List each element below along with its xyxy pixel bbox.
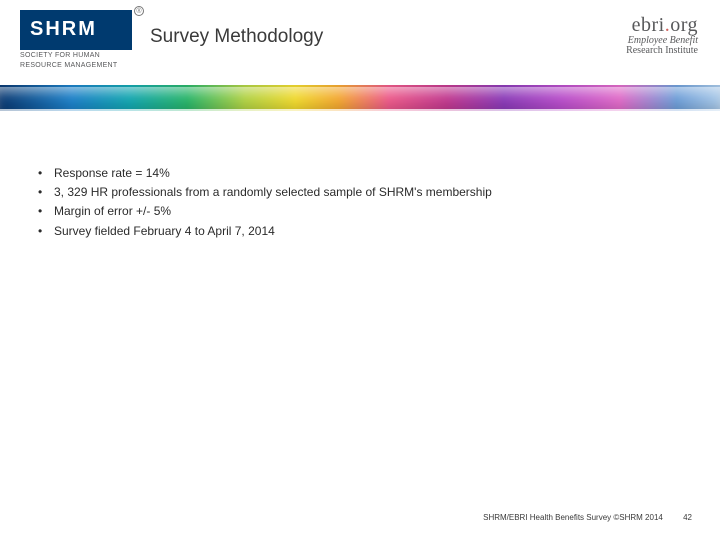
content: Response rate = 14% 3, 329 HR profession… <box>38 164 492 241</box>
bullet-list: Response rate = 14% 3, 329 HR profession… <box>38 164 492 241</box>
ebri-logo: ebri.org Employee Benefit Research Insti… <box>626 14 698 56</box>
ebri-post: org <box>670 14 698 36</box>
gradient-bar <box>0 85 720 111</box>
footer-text: SHRM/EBRI Health Benefits Survey ©SHRM 2… <box>483 513 663 522</box>
list-item: 3, 329 HR professionals from a randomly … <box>38 183 492 202</box>
slide: SHRM ® SOCIETY FOR HUMAN RESOURCE MANAGE… <box>0 0 720 540</box>
gradient-fill <box>0 85 720 111</box>
shrm-logo-text: SHRM <box>30 18 97 41</box>
ebri-logo-text: ebri.org <box>626 14 698 37</box>
shrm-logo: SHRM ® SOCIETY FOR HUMAN RESOURCE MANAGE… <box>20 10 132 69</box>
shrm-tagline-2: RESOURCE MANAGEMENT <box>20 62 132 70</box>
ebri-pre: ebri <box>632 14 665 36</box>
header: SHRM ® SOCIETY FOR HUMAN RESOURCE MANAGE… <box>0 0 720 85</box>
registered-icon: ® <box>134 6 144 16</box>
ebri-sub2: Research Institute <box>626 45 698 56</box>
footer: SHRM/EBRI Health Benefits Survey ©SHRM 2… <box>483 513 692 522</box>
shrm-logo-box: SHRM ® <box>20 10 132 50</box>
list-item: Survey fielded February 4 to April 7, 20… <box>38 222 492 241</box>
list-item: Response rate = 14% <box>38 164 492 183</box>
page-number: 42 <box>683 513 692 522</box>
page-title: Survey Methodology <box>150 26 323 48</box>
shrm-tagline-1: SOCIETY FOR HUMAN <box>20 52 132 60</box>
list-item: Margin of error +/- 5% <box>38 202 492 221</box>
